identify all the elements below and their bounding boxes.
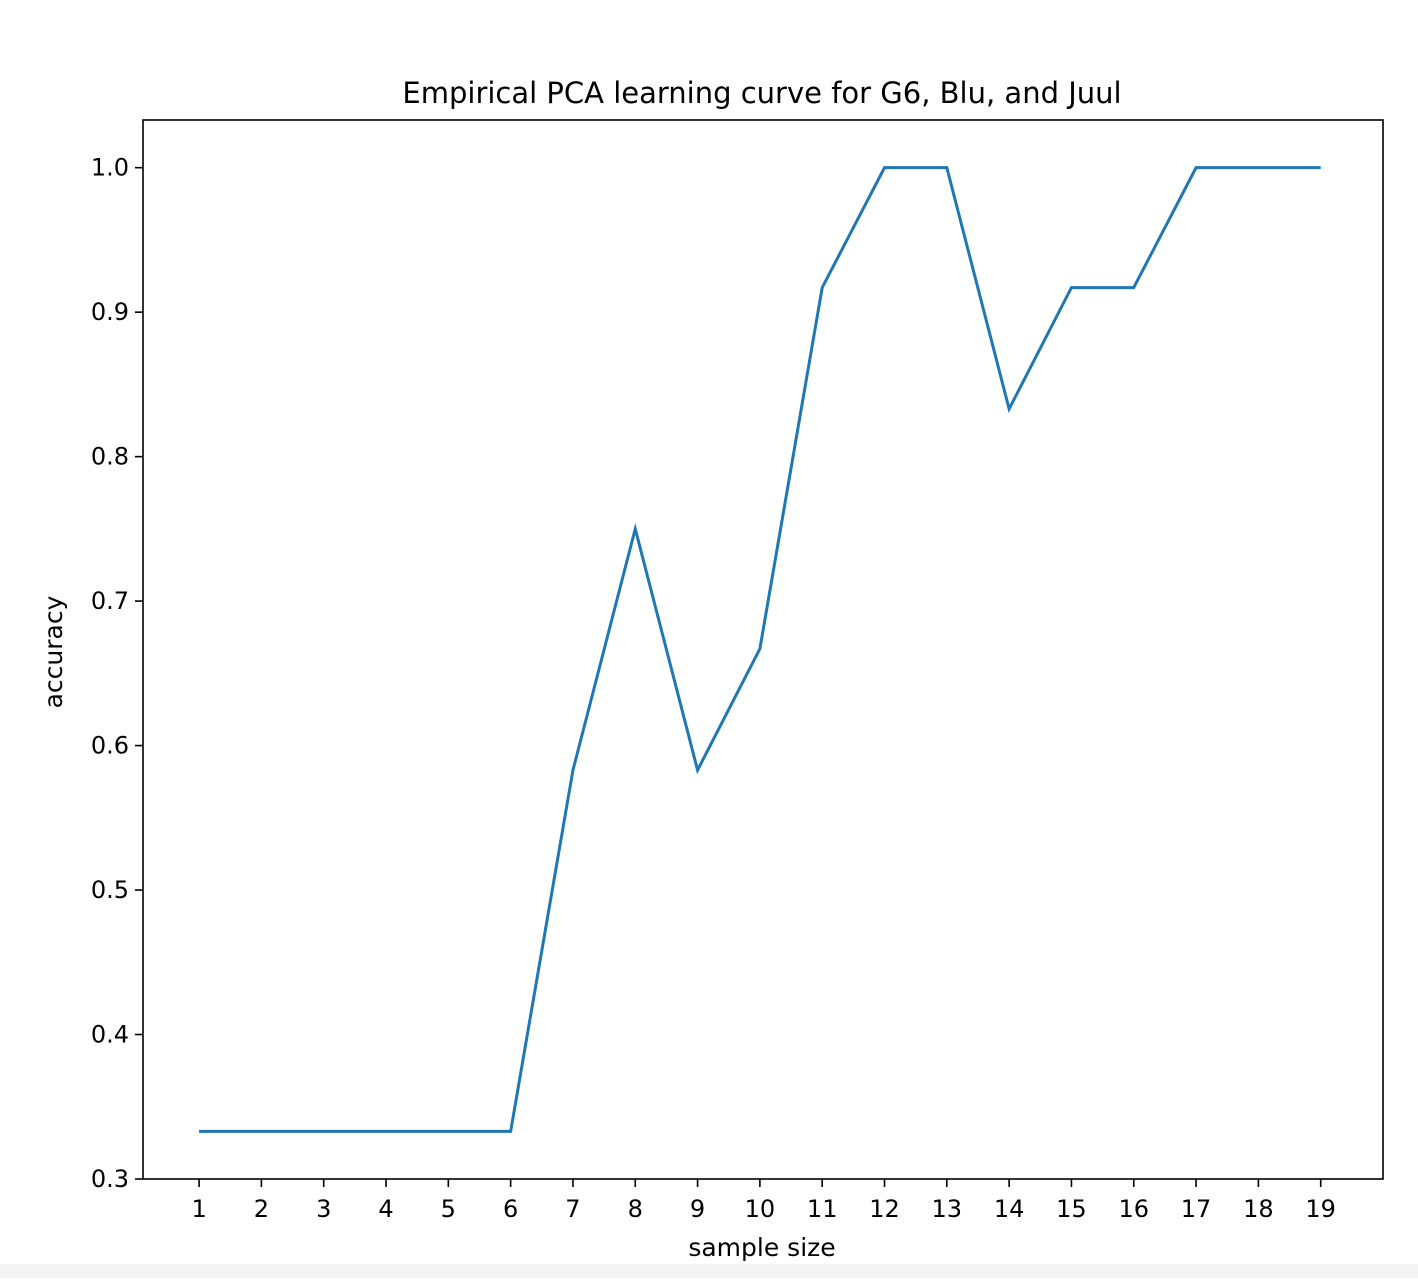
y-tick-label: 0.8 xyxy=(91,443,129,471)
x-tick-label: 19 xyxy=(1305,1195,1336,1223)
y-axis-label: accuracy xyxy=(39,595,68,708)
plot-frame xyxy=(142,119,1384,1180)
x-tick-label: 2 xyxy=(254,1195,269,1223)
y-tick-label: 0.9 xyxy=(91,298,129,326)
x-tick-label: 9 xyxy=(690,1195,705,1223)
x-tick-label: 7 xyxy=(565,1195,580,1223)
x-tick-label: 12 xyxy=(869,1195,900,1223)
y-tick-label: 0.6 xyxy=(91,732,129,760)
x-tick-label: 8 xyxy=(628,1195,643,1223)
y-tick-label: 1.0 xyxy=(91,154,129,182)
chart-title: Empirical PCA learning curve for G6, Blu… xyxy=(402,76,1121,110)
x-tick-label: 6 xyxy=(503,1195,518,1223)
bottom-strip xyxy=(0,1264,1418,1278)
x-tick-label: 13 xyxy=(932,1195,963,1223)
x-tick-label: 10 xyxy=(745,1195,776,1223)
x-axis-ticks: 1 2 3 4 5 6 7 8 9 10 11 12 13 14 15 16 17 18 19 xyxy=(191,1179,1336,1223)
y-axis-ticks: 0.3 0.4 0.5 0.6 0.7 0.8 0.9 1.0 xyxy=(91,154,143,1193)
x-tick-label: 15 xyxy=(1056,1195,1087,1223)
x-axis-label: sample size xyxy=(688,1233,835,1262)
y-tick-label: 0.7 xyxy=(91,587,129,615)
x-tick-label: 4 xyxy=(378,1195,393,1223)
x-tick-label: 1 xyxy=(191,1195,206,1223)
y-tick-label: 0.4 xyxy=(91,1021,129,1049)
x-tick-label: 14 xyxy=(994,1195,1025,1223)
x-tick-label: 18 xyxy=(1243,1195,1274,1223)
x-tick-label: 16 xyxy=(1118,1195,1149,1223)
y-tick-label: 0.5 xyxy=(91,876,129,904)
x-tick-label: 5 xyxy=(441,1195,456,1223)
x-tick-label: 11 xyxy=(807,1195,838,1223)
y-tick-label: 0.3 xyxy=(91,1165,129,1193)
series-layer xyxy=(199,166,1321,1133)
x-tick-label: 3 xyxy=(316,1195,331,1223)
x-tick-label: 17 xyxy=(1181,1195,1212,1223)
series-line xyxy=(199,166,1321,1133)
